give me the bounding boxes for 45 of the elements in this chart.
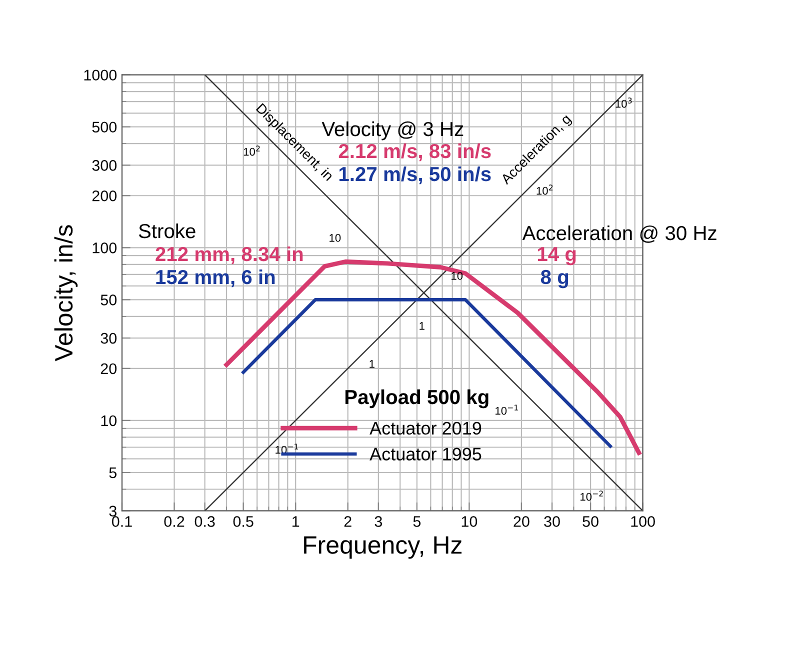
x-tick-label: 3 xyxy=(374,516,382,527)
annotation: 10$^{−1}$ xyxy=(496,404,518,415)
x-tick-label: 20 xyxy=(514,516,530,527)
x-tick-label: 50 xyxy=(582,516,598,527)
annotation: 10$^{2}$ xyxy=(536,184,553,195)
annotation: 10 xyxy=(452,272,463,280)
annotation: Payload 500 kg xyxy=(345,389,488,408)
x-tick-label: 0.2 xyxy=(164,516,184,527)
y-tick-label: 50 xyxy=(100,294,117,306)
y-tick-label: 5 xyxy=(109,468,116,478)
x-tick-label: 2 xyxy=(344,516,352,527)
y-tick-label: 200 xyxy=(92,190,117,202)
legend-label: Actuator 2019 xyxy=(370,422,482,435)
x-tick-label: 100 xyxy=(631,516,655,527)
annotation: 10$^{−2}$ xyxy=(580,490,603,501)
x-tick-label: 0.3 xyxy=(194,516,215,527)
y-tick-label: 500 xyxy=(92,122,117,133)
annotation: 152 mm, 6 in xyxy=(156,269,275,288)
y-tick-label: 30 xyxy=(100,332,117,344)
y-tick-label: 20 xyxy=(100,363,117,374)
y-tick-label: 1000 xyxy=(84,70,117,81)
annotation: 10$^{3}$ xyxy=(616,98,632,108)
annotation: Stroke xyxy=(138,223,196,238)
legend-label: Actuator 1995 xyxy=(370,448,482,460)
annotation: 2.12 m/s, 83 in/s xyxy=(338,143,491,162)
x-tick-label: 1 xyxy=(292,516,300,527)
y-tick-label: 3 xyxy=(109,506,116,517)
x-tick-label: 5 xyxy=(413,516,421,527)
annotation: 1 xyxy=(370,360,374,368)
annotation: 1.27 m/s, 50 in/s xyxy=(339,166,491,184)
x-tick-label: 10 xyxy=(462,516,478,527)
x-axis-title: Frequency, Hz xyxy=(304,536,462,559)
x-tick-label: 0.5 xyxy=(233,516,254,527)
annotation: Velocity @ 3 Hz xyxy=(322,121,464,140)
y-axis-title: Velocity, in/s xyxy=(54,225,78,362)
annotation: 14 g xyxy=(538,247,576,266)
y-tick-label: 300 xyxy=(92,160,117,171)
annotation: 1 xyxy=(420,322,424,330)
annotation: 212 mm, 8.34 in xyxy=(156,246,303,264)
annotation: 8 g xyxy=(540,270,568,288)
y-tick-label: 10 xyxy=(101,415,117,426)
x-tick-label: 0.1 xyxy=(112,516,132,527)
y-tick-label: 100 xyxy=(92,242,117,254)
annotation: 10 xyxy=(330,234,341,242)
x-tick-label: 30 xyxy=(544,516,560,527)
